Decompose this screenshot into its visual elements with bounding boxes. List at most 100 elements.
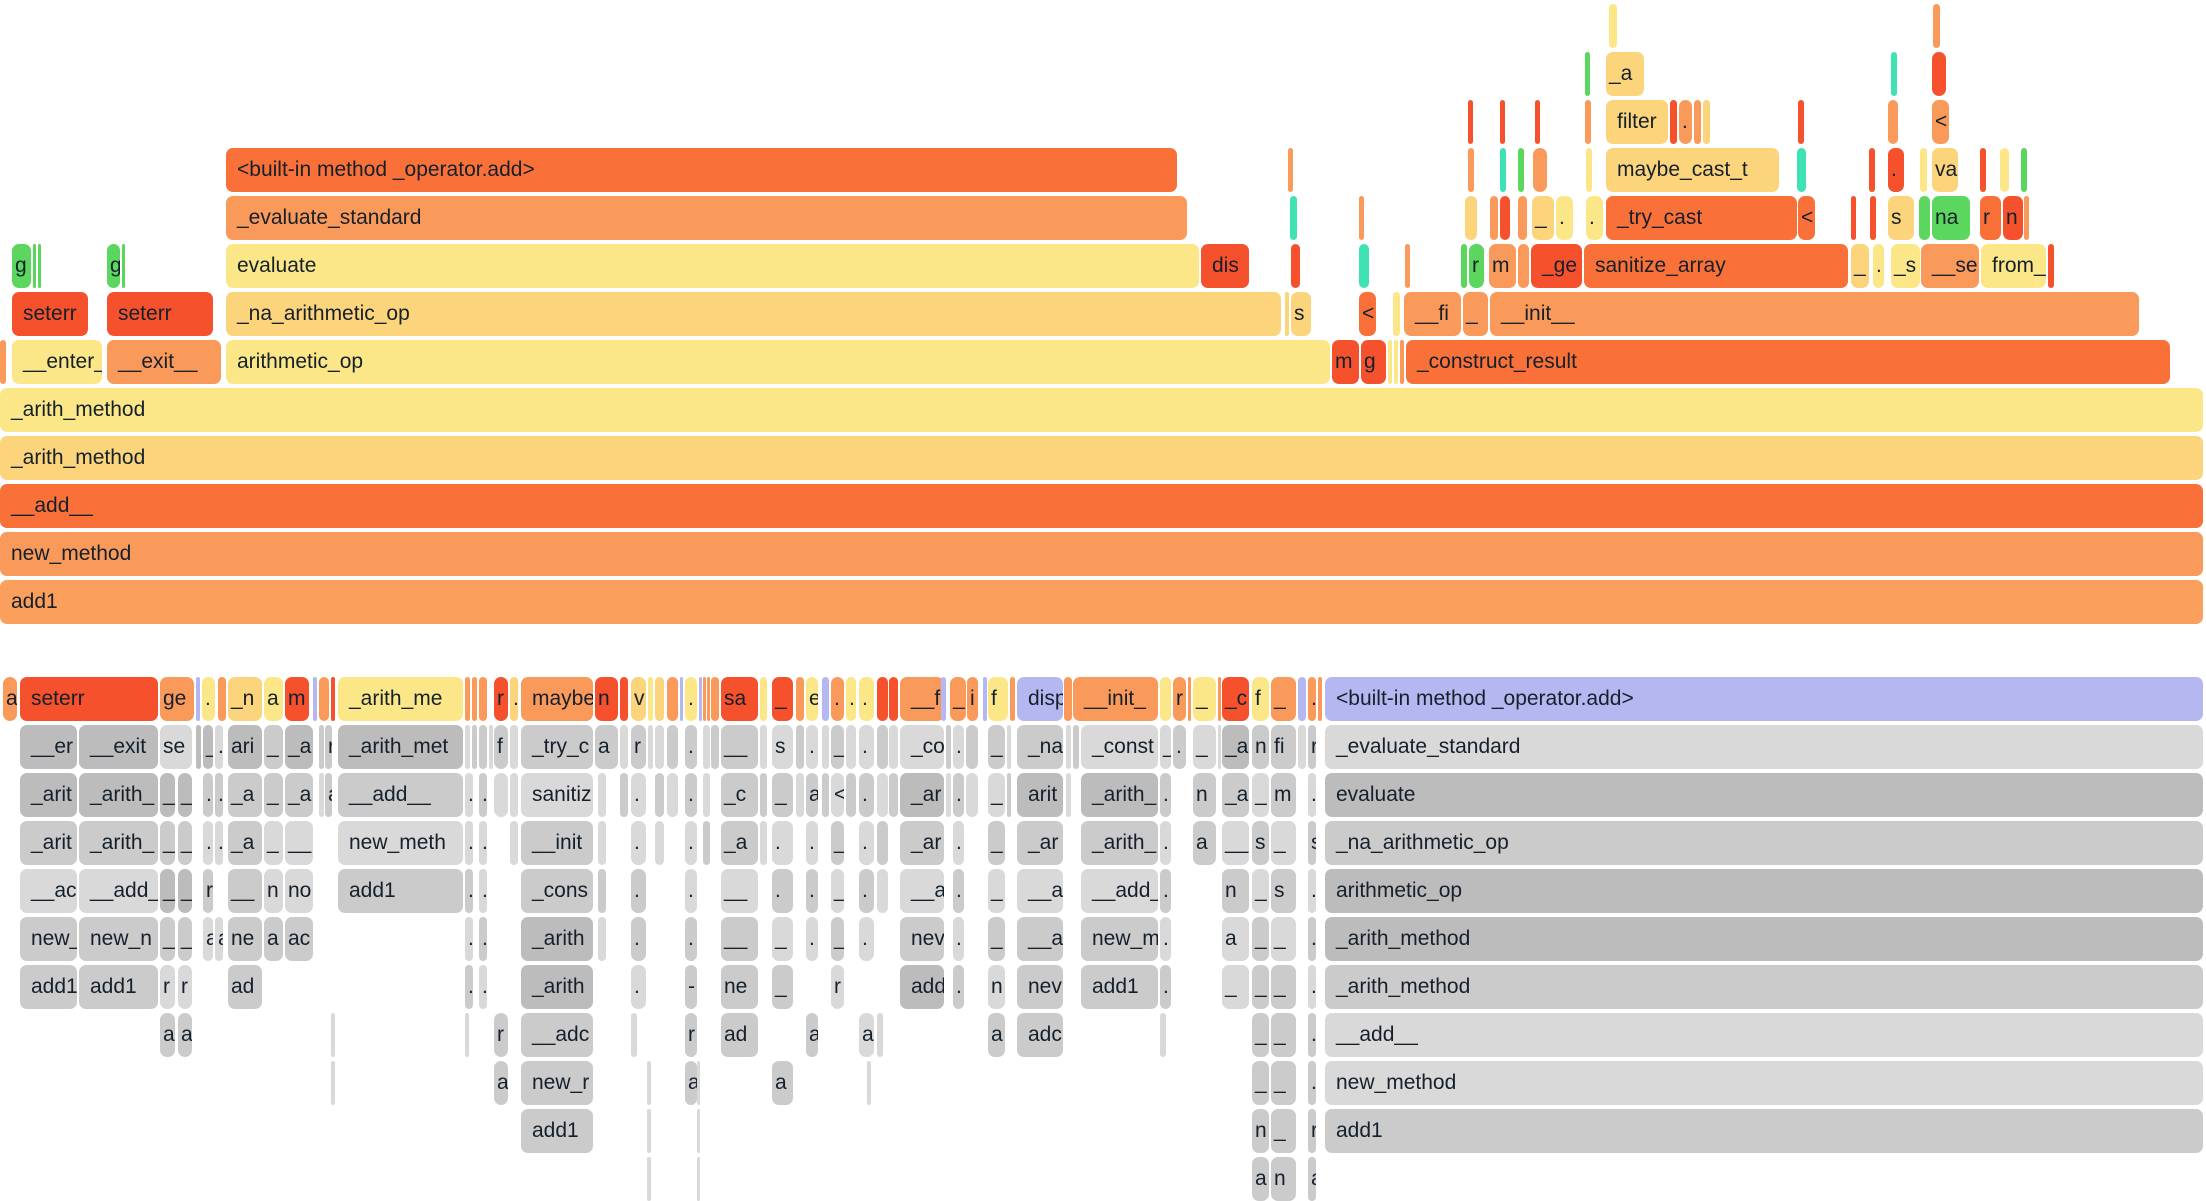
bottom-frame-sliver[interactable] (1298, 725, 1306, 769)
bottom-frame-__adc[interactable]: __adc (521, 1013, 593, 1057)
bottom-frame-sliver[interactable] (703, 677, 706, 721)
bottom-frame-sliver[interactable] (620, 677, 628, 721)
top-frame-builtinmethod_operatoradd[interactable]: <built-in method _operator.add> (226, 148, 1177, 192)
bottom-frame-_[interactable]: _ (988, 917, 1005, 961)
bottom-frame-sliver[interactable] (655, 821, 664, 865)
top-frame-sliver[interactable] (1461, 244, 1467, 288)
bottom-frame-add1[interactable]: add1 (1081, 965, 1158, 1009)
bottom-frame-[interactable]: . (631, 965, 646, 1009)
bottom-frame-r[interactable]: r (494, 1013, 508, 1057)
bottom-frame-sliver[interactable] (707, 677, 710, 721)
top-frame-sliver[interactable] (1919, 196, 1930, 240)
bottom-frame-[interactable]: . (685, 773, 697, 817)
bottom-frame-__add[interactable]: __add (1017, 869, 1063, 913)
bottom-frame-[interactable]: . (465, 965, 473, 1009)
bottom-frame-ne[interactable]: ne (721, 965, 758, 1009)
bottom-frame-sliver[interactable] (846, 725, 856, 769)
top-frame-seterr[interactable]: seterr (107, 292, 213, 336)
bottom-frame-r[interactable]: r (631, 725, 646, 769)
bottom-frame-_[interactable]: _ (1252, 1013, 1269, 1057)
bottom-frame-[interactable]: . (631, 869, 646, 913)
bottom-frame-a[interactable]: a (3, 677, 17, 721)
bottom-frame-new_method[interactable]: new_method (1325, 1061, 2203, 1105)
bottom-frame-sliver[interactable] (697, 1061, 700, 1105)
bottom-frame-__add_[interactable]: __add_ (79, 869, 158, 913)
bottom-frame-_[interactable]: _ (160, 773, 175, 817)
bottom-frame-[interactable]: . (215, 773, 223, 817)
bottom-frame-sliver[interactable] (697, 1109, 700, 1153)
top-frame-arithmetic_op[interactable]: arithmetic_op (226, 340, 1330, 384)
bottom-frame-sliver[interactable] (620, 725, 628, 769)
bottom-frame-[interactable]: . (1308, 869, 1316, 913)
top-frame-new_method[interactable]: new_method (0, 532, 2203, 576)
top-frame-__enter__[interactable]: __enter__ (12, 340, 102, 384)
bottom-frame-[interactable]: . (1160, 869, 1171, 913)
top-frame-sliver[interactable] (1518, 244, 1529, 288)
bottom-frame-sliver[interactable] (1160, 1013, 1166, 1057)
bottom-frame-sliver[interactable] (331, 677, 335, 721)
top-frame-sliver[interactable] (1870, 196, 1876, 240)
bottom-frame-sliver[interactable] (667, 677, 678, 721)
bottom-frame-_[interactable]: _ (950, 677, 966, 721)
bottom-frame-[interactable]: . (215, 821, 223, 865)
bottom-frame-n[interactable]: n (1222, 869, 1249, 913)
bottom-frame-_[interactable]: _ (1252, 965, 1269, 1009)
top-frame-_evaluate_standard[interactable]: _evaluate_standard (226, 196, 1187, 240)
bottom-frame-sliver[interactable] (196, 725, 201, 769)
bottom-frame-sliver[interactable] (472, 677, 477, 721)
bottom-frame-[interactable]: . (479, 821, 487, 865)
bottom-frame-__[interactable]: __ (228, 869, 262, 913)
bottom-frame-__ac[interactable]: __ac (20, 869, 77, 913)
bottom-frame-__er[interactable]: __er (20, 725, 77, 769)
bottom-frame-[interactable]: . (806, 869, 818, 913)
top-frame-_[interactable]: _ (1532, 196, 1554, 240)
bottom-frame-sliver[interactable] (196, 677, 200, 721)
top-frame-sliver[interactable] (1932, 52, 1946, 96)
bottom-frame-[interactable]: . (631, 917, 646, 961)
top-frame-[interactable]: . (1888, 148, 1904, 192)
bottom-frame-f[interactable]: f (988, 677, 1008, 721)
top-frame-__se[interactable]: __se (1921, 244, 1979, 288)
bottom-frame-ad[interactable]: ad (721, 1013, 758, 1057)
bottom-frame-arit[interactable]: arit (1017, 773, 1063, 817)
bottom-frame-evaluate[interactable]: evaluate (1325, 773, 2203, 817)
bottom-frame-[interactable]: . (772, 869, 793, 913)
bottom-frame-_arith_met[interactable]: _arith_met (338, 725, 463, 769)
bottom-frame-_[interactable]: _ (831, 869, 844, 913)
bottom-frame-sliver[interactable] (966, 773, 978, 817)
bottom-frame-[interactable]: . (685, 821, 697, 865)
bottom-frame-sa[interactable]: sa (721, 677, 758, 721)
top-frame-sliver[interactable] (1670, 100, 1677, 144)
bottom-frame-r[interactable]: r (1308, 1109, 1316, 1153)
bottom-frame-i[interactable]: i (967, 677, 978, 721)
bottom-frame-sliver[interactable] (655, 773, 664, 817)
bottom-frame-n[interactable]: n (595, 677, 618, 721)
bottom-frame-sliver[interactable] (1066, 725, 1071, 769)
bottom-frame-ad[interactable]: ad (228, 965, 262, 1009)
bottom-frame-[interactable]: . (772, 821, 793, 865)
bottom-frame-_n[interactable]: _n (228, 677, 262, 721)
bottom-frame-a[interactable]: a (1252, 1157, 1269, 1201)
bottom-frame-sliver[interactable] (1007, 725, 1011, 769)
bottom-frame-_co[interactable]: _co (900, 725, 944, 769)
bottom-frame-__[interactable]: __ (1222, 821, 1249, 865)
bottom-frame-n[interactable]: n (1193, 773, 1216, 817)
top-frame-sliver[interactable] (1888, 100, 1898, 144)
bottom-frame-r[interactable]: r (325, 725, 332, 769)
bottom-frame-[interactable]: . (685, 917, 697, 961)
bottom-frame-_[interactable]: _ (988, 821, 1005, 865)
bottom-frame-n[interactable]: n (1252, 725, 1269, 769)
top-frame-sliver[interactable] (1518, 196, 1527, 240)
bottom-frame-[interactable]: . (465, 773, 473, 817)
bottom-frame-_arith_method[interactable]: _arith_method (1325, 965, 2203, 1009)
bottom-frame-[interactable]: . (1160, 821, 1171, 865)
top-frame-sliver[interactable] (1933, 4, 1940, 48)
bottom-frame-_ar[interactable]: _ar (1017, 821, 1063, 865)
bottom-frame-a[interactable]: a (264, 917, 283, 961)
bottom-frame-[interactable]: . (465, 869, 473, 913)
bottom-frame-ge[interactable]: ge (160, 677, 194, 721)
bottom-frame-_[interactable]: _ (1193, 677, 1216, 721)
top-frame-sliver[interactable] (2048, 244, 2054, 288)
bottom-frame-sliver[interactable] (983, 677, 987, 721)
bottom-frame-sliver[interactable] (1066, 773, 1071, 817)
